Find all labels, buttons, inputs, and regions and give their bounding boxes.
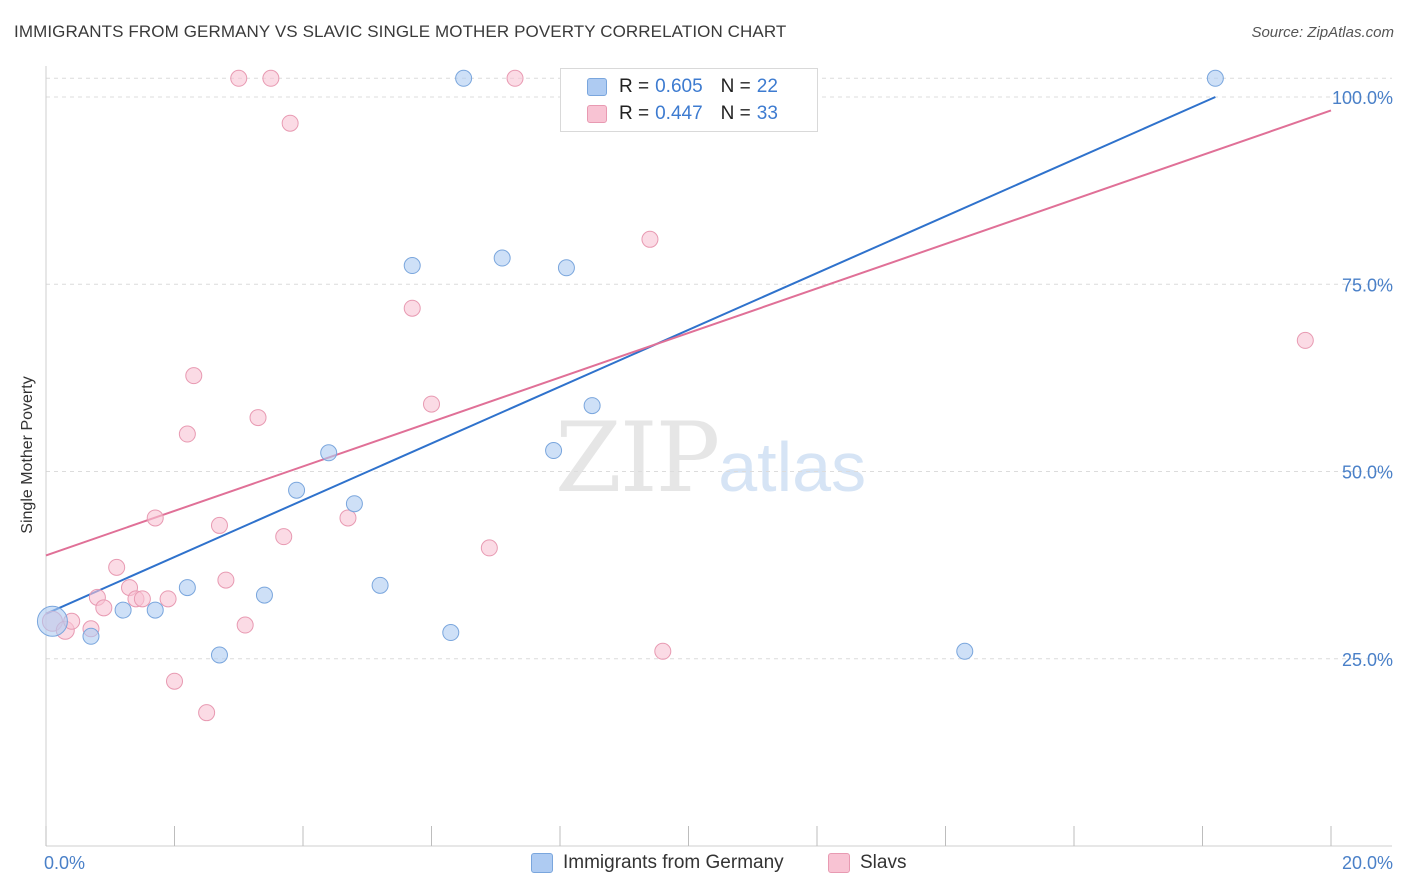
slavs-trend-line xyxy=(45,109,1332,557)
germany-point xyxy=(557,259,575,277)
slavs-point xyxy=(403,299,421,317)
slavs-point xyxy=(95,599,113,617)
n-value: 33 xyxy=(756,103,778,124)
slavs-point xyxy=(230,69,248,87)
legend-row-slavs: R = 0.447 N = 33 xyxy=(587,102,778,126)
germany-point xyxy=(545,442,563,460)
slavs-point xyxy=(178,425,196,443)
germany-point xyxy=(146,601,164,619)
slavs-point xyxy=(275,528,293,546)
germany-point xyxy=(210,646,228,664)
slavs-point xyxy=(217,571,235,589)
germany-point xyxy=(455,69,473,87)
germany-legend-label: Immigrants from Germany xyxy=(563,852,784,873)
slavs-point xyxy=(506,69,524,87)
germany-point xyxy=(114,601,132,619)
slavs-point xyxy=(654,642,672,660)
n-label: N = xyxy=(720,103,751,124)
r-value: 0.605 xyxy=(655,76,703,97)
tick-labels: 25.0% 50.0% 75.0% 100.0% 0.0% 20.0% xyxy=(44,88,1393,873)
source-label: Source: ZipAtlas.com xyxy=(1251,24,1394,41)
slavs-point xyxy=(133,590,151,608)
germany-swatch xyxy=(587,78,607,96)
slavs-point xyxy=(198,704,216,722)
slavs-point xyxy=(146,509,164,527)
y-tick-label: 100.0% xyxy=(1332,88,1393,108)
slavs-point xyxy=(166,672,183,690)
slavs-swatch xyxy=(587,105,607,123)
y-tick-label: 25.0% xyxy=(1342,650,1393,670)
watermark-zip: ZIP xyxy=(555,402,720,514)
slavs-point xyxy=(210,516,228,534)
germany-point xyxy=(36,605,68,637)
x-tick-label: 0.0% xyxy=(44,853,85,873)
data-points xyxy=(36,69,1314,722)
germany-point xyxy=(255,586,273,604)
slavs-point xyxy=(423,395,440,413)
y-tick-label: 50.0% xyxy=(1342,463,1393,483)
germany-point xyxy=(403,257,421,275)
slavs-legend-label: Slavs xyxy=(860,852,907,873)
germany-point xyxy=(493,249,511,267)
watermark-atlas: atlas xyxy=(718,428,867,506)
trend-lines xyxy=(45,96,1332,615)
slavs-point xyxy=(185,367,203,385)
axes xyxy=(45,66,1392,847)
r-label: R = xyxy=(619,76,650,97)
germany-point xyxy=(371,576,389,594)
chart-title: IMMIGRANTS FROM GERMANY VS SLAVIC SINGLE… xyxy=(14,22,787,41)
germany-point xyxy=(82,627,100,645)
germany-point xyxy=(345,495,363,513)
n-label: N = xyxy=(720,76,751,97)
slavs-point xyxy=(480,539,498,557)
slavs-legend-swatch xyxy=(828,853,850,873)
legend-row-germany: R = 0.605 N = 22 xyxy=(587,75,778,99)
y-tick-label: 75.0% xyxy=(1342,275,1393,295)
slavs-point xyxy=(281,114,299,132)
germany-legend-swatch xyxy=(531,853,553,873)
n-value: 22 xyxy=(756,76,778,97)
slavs-point xyxy=(641,230,659,248)
x-tick-label: 20.0% xyxy=(1342,853,1393,873)
slavs-point xyxy=(262,69,280,87)
r-value: 0.447 xyxy=(655,103,703,124)
slavs-point xyxy=(339,509,357,527)
legend-item-slavs: Slavs xyxy=(828,852,906,874)
series-legend: Immigrants from Germany Slavs xyxy=(0,852,1406,878)
slavs-point xyxy=(236,616,254,634)
germany-point xyxy=(1206,69,1224,87)
slavs-point xyxy=(108,558,126,576)
germany-point xyxy=(320,444,338,462)
slavs-point xyxy=(159,590,177,608)
legend-item-germany: Immigrants from Germany xyxy=(531,852,784,874)
germany-point xyxy=(178,579,196,597)
germany-point xyxy=(442,624,460,642)
germany-point xyxy=(583,397,601,415)
correlation-legend: R = 0.605 N = 22 R = 0.447 N = 33 xyxy=(560,68,818,132)
watermark: ZIPatlas xyxy=(555,402,866,514)
slavs-point xyxy=(1296,331,1314,349)
gridlines xyxy=(46,77,1392,660)
germany-point xyxy=(956,642,974,660)
slavs-point xyxy=(249,409,267,427)
germany-trend-line xyxy=(45,96,1216,615)
r-label: R = xyxy=(619,103,650,124)
germany-point xyxy=(288,481,306,499)
